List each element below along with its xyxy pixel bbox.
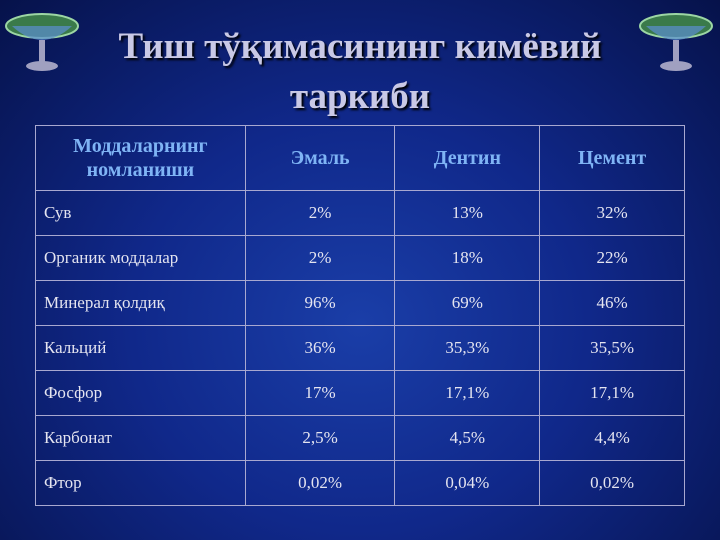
column-header: Эмаль <box>244 125 396 191</box>
column-header: Моддаларнинг номланиши <box>35 125 246 191</box>
row-label: Фосфор <box>35 370 246 416</box>
table-row: Сув 2% 13% 32% <box>35 190 685 236</box>
table-row: Кальций 36% 35,3% 35,5% <box>35 325 685 371</box>
table-cell: 35,5% <box>539 325 685 371</box>
table-row: Фосфор 17% 17,1% 17,1% <box>35 370 685 416</box>
table-cell: 69% <box>394 280 541 326</box>
table-cell: 4,4% <box>539 415 685 461</box>
table-cell: 22% <box>539 235 685 281</box>
row-label: Карбонат <box>35 415 246 461</box>
decor-icon <box>5 13 79 71</box>
table-cell: 18% <box>394 235 541 281</box>
table-cell: 2,5% <box>244 415 396 461</box>
column-header: Цемент <box>539 125 685 191</box>
row-label: Фтор <box>35 460 246 506</box>
table-body: Сув 2% 13% 32% Органик моддалар 2% 18% 22% Минер… <box>35 190 685 506</box>
row-label: Сув <box>35 190 246 236</box>
table-cell: 35,3% <box>394 325 541 371</box>
table-cell: 17,1% <box>539 370 685 416</box>
table-row: Карбонат 2,5% 4,5% 4,4% <box>35 415 685 461</box>
table-cell: 17,1% <box>394 370 541 416</box>
table-cell: 13% <box>394 190 541 236</box>
table-cell: 0,02% <box>244 460 396 506</box>
data-table: Моддаларнинг номланиши Эмаль Дентин Цемент … <box>35 125 685 506</box>
table-cell: 2% <box>244 190 396 236</box>
table-row: Минерал қолдиқ 96% 69% 46% <box>35 280 685 326</box>
table-cell: 17% <box>244 370 396 416</box>
row-label: Органик моддалар <box>35 235 246 281</box>
table-cell: 96% <box>244 280 396 326</box>
table-cell: 46% <box>539 280 685 326</box>
row-label: Минерал қолдиқ <box>35 280 246 326</box>
decor-icon <box>639 13 713 71</box>
table-cell: 36% <box>244 325 396 371</box>
header-row: Моддаларнинг номланиши Эмаль Дентин Цемент <box>35 125 685 191</box>
table-row: Органик моддалар 2% 18% 22% <box>35 235 685 281</box>
table-cell: 0,04% <box>394 460 541 506</box>
row-label: Кальций <box>35 325 246 371</box>
slide-title: Тиш тўқимасининг кимёвий таркиби <box>118 26 602 117</box>
table-cell: 2% <box>244 235 396 281</box>
table-cell: 4,5% <box>394 415 541 461</box>
table-cell: 32% <box>539 190 685 236</box>
column-header: Дентин <box>394 125 541 191</box>
table-row: Фтор 0,02% 0,04% 0,02% <box>35 460 685 506</box>
table-cell: 0,02% <box>539 460 685 506</box>
